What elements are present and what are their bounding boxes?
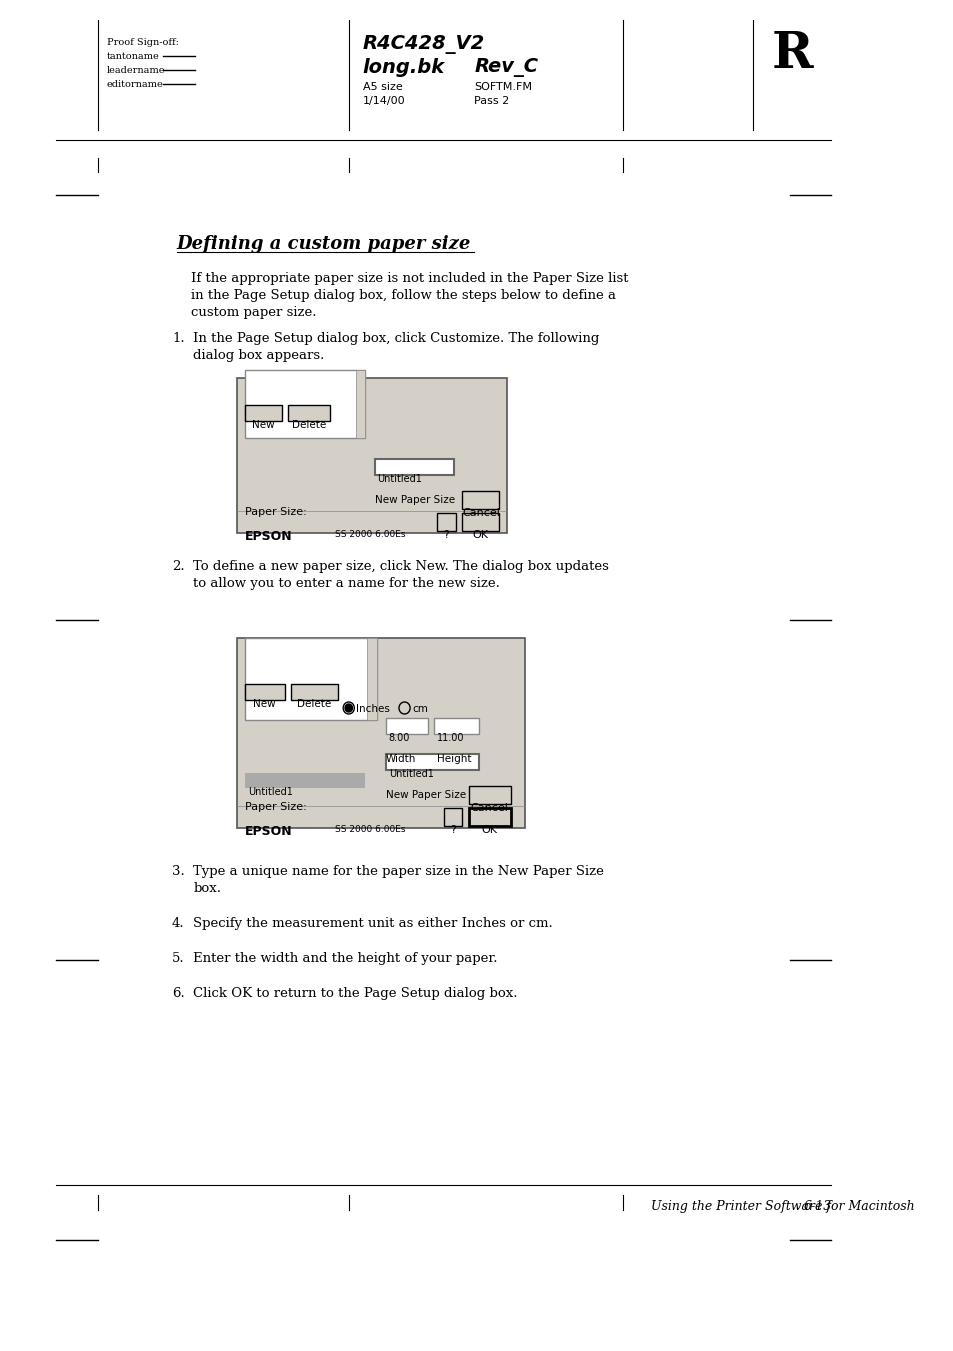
Text: custom paper size.: custom paper size. xyxy=(191,305,315,319)
Text: Proof Sign-off:: Proof Sign-off: xyxy=(107,38,178,47)
Bar xyxy=(386,717,427,734)
Bar xyxy=(468,808,510,825)
Text: 6-13: 6-13 xyxy=(802,1200,831,1213)
Text: In the Page Setup dialog box, click Customize. The following: In the Page Setup dialog box, click Cust… xyxy=(193,332,599,345)
Bar xyxy=(237,378,506,534)
Text: New Paper Size: New Paper Size xyxy=(375,494,455,505)
Text: Rev_C: Rev_C xyxy=(474,58,537,77)
Text: dialog box appears.: dialog box appears. xyxy=(193,349,324,362)
Bar xyxy=(468,786,510,804)
Text: New: New xyxy=(252,420,274,430)
Bar xyxy=(244,773,365,788)
Text: SS 2000 6.00Es: SS 2000 6.00Es xyxy=(335,530,405,539)
Bar xyxy=(244,638,376,720)
Text: 4.: 4. xyxy=(172,917,185,929)
Text: Pass 2: Pass 2 xyxy=(474,96,509,105)
Bar xyxy=(375,459,454,476)
Text: 1/14/00: 1/14/00 xyxy=(362,96,405,105)
Text: R4C428_V2: R4C428_V2 xyxy=(362,35,484,54)
Text: Paper Size:: Paper Size: xyxy=(244,507,306,517)
Text: New: New xyxy=(253,698,275,709)
Bar xyxy=(443,808,461,825)
Bar xyxy=(436,513,456,531)
Text: To define a new paper size, click New. The dialog box updates: To define a new paper size, click New. T… xyxy=(193,561,609,573)
Text: leadername: leadername xyxy=(107,66,165,76)
Bar xyxy=(434,717,478,734)
Bar xyxy=(461,490,498,509)
Text: Using the Printer Software for Macintosh: Using the Printer Software for Macintosh xyxy=(650,1200,914,1213)
Text: to allow you to enter a name for the new size.: to allow you to enter a name for the new… xyxy=(193,577,499,590)
Text: A5 size: A5 size xyxy=(362,82,402,92)
Text: Defining a custom paper size: Defining a custom paper size xyxy=(176,235,471,253)
Text: Height: Height xyxy=(436,754,471,765)
Text: 3.: 3. xyxy=(172,865,185,878)
Text: Delete: Delete xyxy=(292,420,326,430)
Text: Enter the width and the height of your paper.: Enter the width and the height of your p… xyxy=(193,952,497,965)
Text: editorname: editorname xyxy=(107,80,164,89)
Text: Cancel: Cancel xyxy=(470,802,508,813)
Bar xyxy=(367,638,376,720)
Text: 6.: 6. xyxy=(172,988,185,1000)
Bar xyxy=(237,638,525,828)
Text: ?: ? xyxy=(443,530,449,540)
Text: Untitled1: Untitled1 xyxy=(248,788,293,797)
Text: Type a unique name for the paper size in the New Paper Size: Type a unique name for the paper size in… xyxy=(193,865,603,878)
Bar xyxy=(386,754,478,770)
Text: Delete: Delete xyxy=(297,698,331,709)
Bar xyxy=(244,370,365,438)
Text: OK: OK xyxy=(480,825,497,835)
Text: Untitled1: Untitled1 xyxy=(388,769,434,780)
Text: box.: box. xyxy=(193,882,221,894)
Text: 5.: 5. xyxy=(172,952,185,965)
Bar xyxy=(461,513,498,531)
Text: 1.: 1. xyxy=(172,332,185,345)
Text: Paper Size:: Paper Size: xyxy=(244,802,306,812)
Text: Inches: Inches xyxy=(355,704,390,713)
Text: Width: Width xyxy=(386,754,416,765)
Bar xyxy=(288,405,330,422)
Circle shape xyxy=(345,704,352,712)
Bar xyxy=(291,684,337,700)
Text: in the Page Setup dialog box, follow the steps below to define a: in the Page Setup dialog box, follow the… xyxy=(191,289,615,303)
Text: If the appropriate paper size is not included in the Paper Size list: If the appropriate paper size is not inc… xyxy=(191,272,627,285)
Text: cm: cm xyxy=(412,704,427,713)
Bar xyxy=(244,405,281,422)
Text: ?: ? xyxy=(450,825,456,835)
Text: 2.: 2. xyxy=(172,561,185,573)
Text: R: R xyxy=(771,30,813,78)
Text: OK: OK xyxy=(473,530,488,540)
Text: EPSON: EPSON xyxy=(244,825,292,838)
Text: Untitled1: Untitled1 xyxy=(377,474,422,484)
Bar xyxy=(355,370,365,438)
Bar xyxy=(244,684,284,700)
Text: SOFTM.FM: SOFTM.FM xyxy=(474,82,532,92)
Text: SS 2000 6.00Es: SS 2000 6.00Es xyxy=(335,825,405,834)
Text: New Paper Size: New Paper Size xyxy=(386,790,466,800)
Text: 11.00: 11.00 xyxy=(436,734,464,743)
Circle shape xyxy=(398,703,410,713)
Text: Click OK to return to the Page Setup dialog box.: Click OK to return to the Page Setup dia… xyxy=(193,988,517,1000)
Text: Specify the measurement unit as either Inches or cm.: Specify the measurement unit as either I… xyxy=(193,917,553,929)
Text: Cancel: Cancel xyxy=(461,508,499,517)
Text: 8.00: 8.00 xyxy=(388,734,410,743)
Text: EPSON: EPSON xyxy=(244,530,292,543)
Text: long.bk: long.bk xyxy=(362,58,444,77)
Text: tantoname: tantoname xyxy=(107,51,159,61)
